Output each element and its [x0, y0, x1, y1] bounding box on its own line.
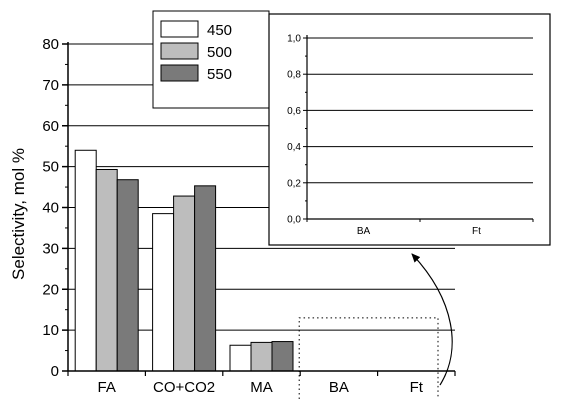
y-tick-label: 50	[42, 159, 59, 176]
legend-label-450: 450	[207, 22, 232, 39]
y-tick-label: 0	[51, 363, 59, 380]
inset-y-tick-label: 0,2	[287, 178, 301, 189]
x-tick-label: CO+CO2	[153, 379, 215, 396]
bars	[74, 149, 294, 372]
bar-500-FA	[95, 168, 118, 372]
x-tick-label: Ft	[410, 379, 424, 396]
bar-550-MA	[271, 341, 294, 372]
bar-450-CO+CO2	[152, 213, 175, 372]
y-tick-label: 10	[42, 322, 59, 339]
inset-y-tick-label: 0,0	[287, 215, 301, 226]
legend-swatch-550	[160, 64, 199, 82]
y-tick-label: 70	[42, 77, 59, 94]
inset-y-tick-label: 0,8	[287, 70, 301, 81]
y-axis-label: Selectivity, mol %	[9, 148, 28, 280]
legend-label-500: 500	[207, 44, 232, 61]
bar-450-FA	[74, 149, 97, 372]
bar-550-CO+CO2	[194, 185, 217, 372]
legend-swatch-450	[160, 20, 199, 38]
bar-550-FA	[116, 179, 139, 372]
inset-chart: 0,0 0,2 0,4 0,6 0,8 1,0 BA Ft	[268, 13, 551, 246]
y-tick-label: 20	[42, 281, 59, 298]
legend-label-550: 550	[207, 66, 232, 83]
zoom-arrow	[411, 253, 453, 386]
y-tick-label: 40	[42, 200, 59, 217]
x-tick-label: MA	[250, 379, 273, 396]
legend: 450 500 550	[152, 10, 270, 109]
x-tick-label: BA	[329, 379, 349, 396]
zoom-region	[298, 317, 439, 399]
bar-500-CO+CO2	[173, 195, 196, 372]
y-tick-label: 80	[42, 36, 59, 53]
x-tick-labels: FA CO+CO2 MA BA Ft	[98, 379, 424, 396]
inset-y-tick-label: 0,4	[287, 142, 301, 153]
bar-500-MA	[250, 341, 273, 372]
inset-y-tick-label: 0,6	[287, 106, 301, 117]
inset-x-tick-label: Ft	[472, 226, 481, 237]
zoom-box-outline	[298, 317, 439, 399]
y-tick-label: 30	[42, 240, 59, 257]
axes	[62, 42, 456, 376]
x-tick-label: FA	[98, 379, 116, 396]
bar-450-MA	[229, 344, 252, 372]
y-tick-label: 60	[42, 118, 59, 135]
y-tick-labels: 0 10 20 30 40 50 60 70 80	[42, 36, 59, 380]
inset-x-tick-label: BA	[357, 226, 371, 237]
inset-frame	[268, 13, 551, 246]
legend-swatch-500	[160, 42, 199, 60]
inset-y-tick-label: 1,0	[287, 34, 301, 45]
